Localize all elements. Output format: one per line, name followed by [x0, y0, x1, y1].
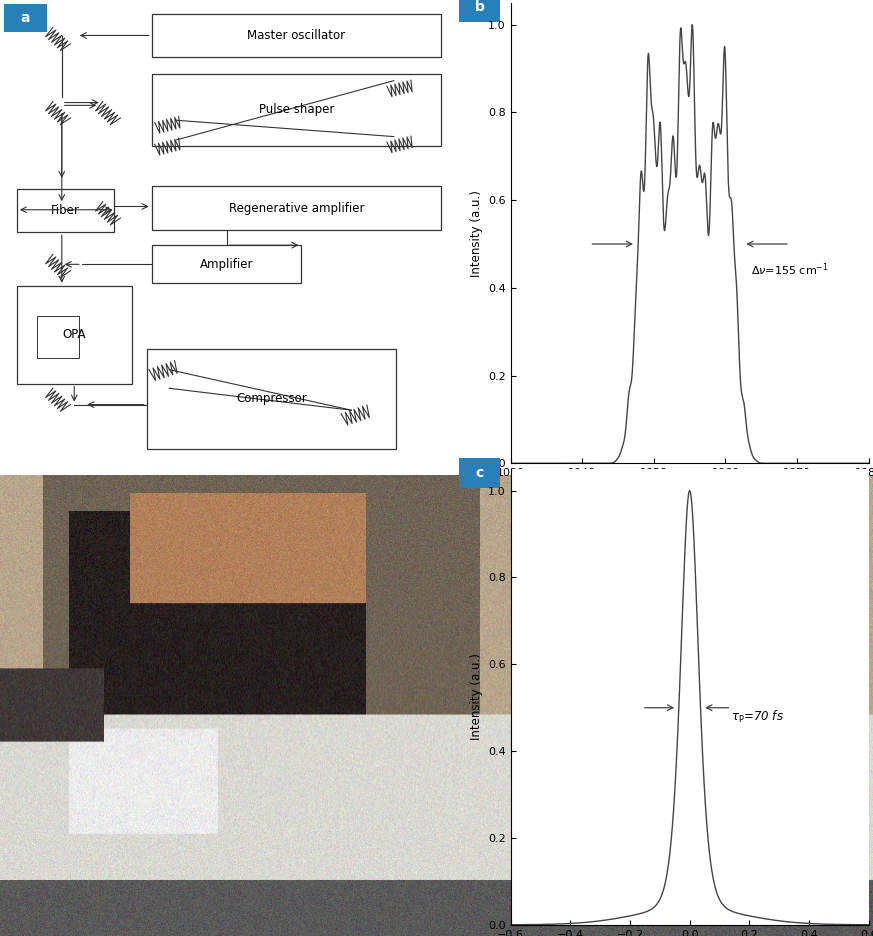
FancyBboxPatch shape — [17, 285, 132, 384]
FancyBboxPatch shape — [459, 0, 500, 22]
FancyBboxPatch shape — [147, 349, 396, 449]
Y-axis label: Intensity (a.u.): Intensity (a.u.) — [470, 653, 483, 740]
Text: OPA: OPA — [63, 329, 86, 342]
FancyBboxPatch shape — [37, 316, 79, 358]
FancyBboxPatch shape — [17, 189, 114, 232]
Text: Compressor: Compressor — [236, 392, 307, 405]
Text: a: a — [21, 10, 31, 24]
FancyBboxPatch shape — [4, 4, 47, 32]
Text: $\Delta\nu$=155 cm$^{-1}$: $\Delta\nu$=155 cm$^{-1}$ — [751, 261, 828, 278]
FancyBboxPatch shape — [152, 245, 301, 284]
Text: Regenerative amplifier: Regenerative amplifier — [229, 201, 364, 214]
Text: b: b — [475, 0, 485, 14]
Y-axis label: Intensity (a.u.): Intensity (a.u.) — [470, 190, 483, 276]
Text: Amplifier: Amplifier — [200, 257, 253, 271]
Text: $\tau_{\rm P}$=70 fs: $\tau_{\rm P}$=70 fs — [732, 709, 784, 724]
X-axis label: Wavelength (nm): Wavelength (nm) — [638, 484, 741, 497]
FancyBboxPatch shape — [152, 186, 441, 230]
Text: c: c — [476, 466, 484, 480]
Text: Fiber: Fiber — [52, 204, 80, 217]
Text: Pulse shaper: Pulse shaper — [258, 103, 334, 116]
FancyBboxPatch shape — [152, 14, 441, 57]
FancyBboxPatch shape — [459, 458, 500, 488]
FancyBboxPatch shape — [152, 74, 441, 146]
Text: Master oscillator: Master oscillator — [247, 29, 346, 42]
